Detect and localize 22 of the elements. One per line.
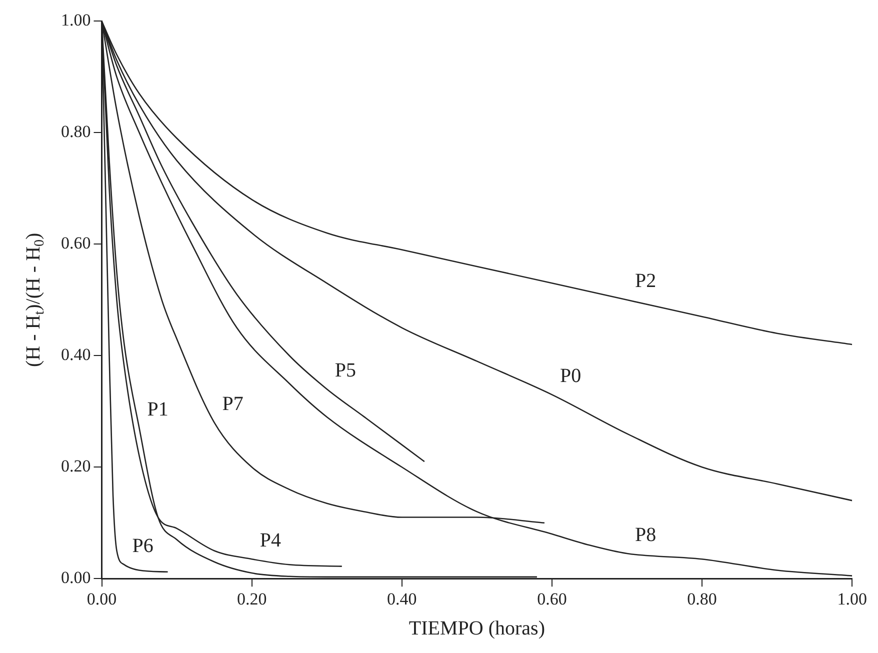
annotation: P8 <box>635 524 656 546</box>
annotation: P5 <box>334 359 356 382</box>
annotation: P4 <box>260 529 281 552</box>
annotation: P0 <box>560 364 582 387</box>
x-tick-label: 0.80 <box>687 589 717 608</box>
x-axis-title: TIEMPO (horas) <box>408 617 545 640</box>
annotation: P7 <box>222 392 244 415</box>
y-tick-label: 0.80 <box>61 122 91 142</box>
x-tick-label: 1.00 <box>837 589 867 608</box>
y-axis-title: (H - Ht)/(H - H0) <box>22 232 48 367</box>
x-tick-label: 0.00 <box>86 589 117 608</box>
y-tick-label: 1.00 <box>61 10 91 30</box>
y-tick-label: 0.00 <box>61 568 91 588</box>
annotation: P1 <box>147 398 168 420</box>
annotation: P6 <box>132 534 154 557</box>
x-tick-label: 0.60 <box>537 589 567 608</box>
y-tick-label: 0.20 <box>61 456 91 476</box>
x-tick-label: 0.40 <box>387 589 417 608</box>
y-tick-label: 0.40 <box>61 345 91 364</box>
annotation: P2 <box>635 270 656 292</box>
y-tick-label: 0.60 <box>61 234 91 253</box>
x-tick-label: 0.20 <box>236 589 267 608</box>
